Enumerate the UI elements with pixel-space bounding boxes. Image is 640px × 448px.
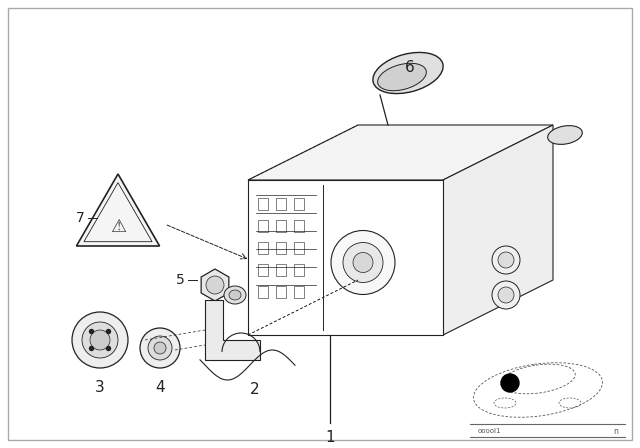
Circle shape (492, 246, 520, 274)
Circle shape (498, 252, 514, 268)
Circle shape (492, 281, 520, 309)
Circle shape (353, 253, 373, 272)
Polygon shape (248, 180, 443, 335)
Circle shape (206, 276, 224, 294)
Circle shape (90, 330, 110, 350)
Circle shape (343, 242, 383, 283)
Text: n: n (613, 426, 618, 435)
Text: ⚠: ⚠ (110, 218, 126, 236)
Circle shape (148, 336, 172, 360)
Circle shape (331, 231, 395, 294)
Text: 7: 7 (76, 211, 84, 225)
Circle shape (72, 312, 128, 368)
Circle shape (501, 374, 519, 392)
Circle shape (140, 328, 180, 368)
Polygon shape (443, 125, 553, 335)
Text: 3: 3 (95, 380, 105, 396)
Ellipse shape (229, 290, 241, 300)
Text: 5: 5 (175, 273, 184, 287)
Circle shape (82, 322, 118, 358)
Polygon shape (201, 269, 229, 301)
Circle shape (90, 330, 93, 333)
Circle shape (90, 346, 93, 350)
Text: ooool1: ooool1 (478, 428, 502, 434)
Circle shape (154, 342, 166, 354)
Polygon shape (76, 174, 159, 246)
Text: 6: 6 (405, 60, 415, 74)
Circle shape (106, 346, 111, 350)
Text: 1: 1 (325, 430, 335, 444)
Polygon shape (248, 125, 553, 180)
Text: 4: 4 (155, 380, 165, 396)
Text: 2: 2 (250, 383, 260, 397)
Polygon shape (205, 300, 260, 360)
Circle shape (106, 330, 111, 333)
Ellipse shape (378, 63, 426, 90)
Ellipse shape (373, 52, 443, 94)
Circle shape (498, 287, 514, 303)
Ellipse shape (548, 125, 582, 144)
Ellipse shape (224, 286, 246, 304)
